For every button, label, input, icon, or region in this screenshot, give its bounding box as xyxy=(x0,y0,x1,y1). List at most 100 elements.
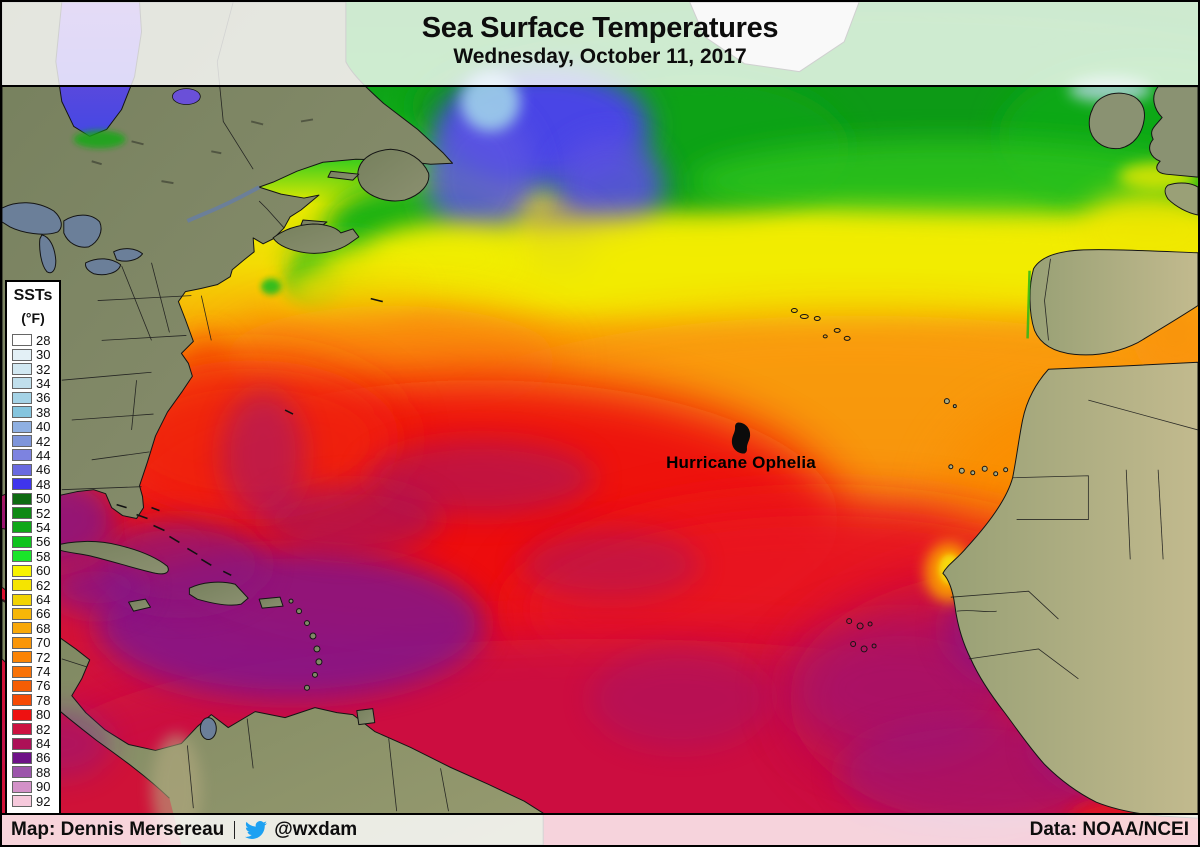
legend-entry: 42 xyxy=(7,434,59,448)
nova-scotia xyxy=(272,223,360,254)
africa-landmass xyxy=(942,361,1198,819)
legend-value: 32 xyxy=(36,361,51,377)
legend-unit-label: (°F) xyxy=(21,310,45,326)
legend-value: 50 xyxy=(36,491,51,507)
sable-island xyxy=(370,297,383,303)
legend-swatch xyxy=(12,535,32,548)
legend-entry: 28 xyxy=(7,333,59,347)
legend-swatch xyxy=(12,651,32,664)
legend-entry: 44 xyxy=(7,448,59,462)
legend-value: 86 xyxy=(36,750,51,766)
anticosti-island xyxy=(327,170,360,181)
legend-entry: 52 xyxy=(7,506,59,520)
legend-value: 66 xyxy=(36,606,51,622)
legend-value: 52 xyxy=(36,505,51,521)
page-subtitle: Wednesday, October 11, 2017 xyxy=(453,45,747,68)
legend-title: SSTs xyxy=(13,287,53,304)
north-america-landmass xyxy=(2,2,453,520)
legend-entry: 58 xyxy=(7,549,59,563)
canary-madeira-islands xyxy=(943,398,1009,477)
legend-value: 74 xyxy=(36,664,51,680)
legend-value: 36 xyxy=(36,390,51,406)
legend-entry: 64 xyxy=(7,592,59,606)
legend-swatch xyxy=(12,449,32,462)
data-source: Data: NOAA/NCEI xyxy=(1029,819,1189,840)
legend-entry: 50 xyxy=(7,491,59,505)
legend-swatch xyxy=(12,593,32,606)
legend-entry: 48 xyxy=(7,477,59,491)
legend-value: 84 xyxy=(36,736,51,752)
hispaniola xyxy=(188,581,249,606)
azores-islands xyxy=(790,308,851,341)
puerto-rico xyxy=(258,596,284,609)
legend-value: 48 xyxy=(36,476,51,492)
legend-value: 56 xyxy=(36,534,51,550)
twitter-bird-icon xyxy=(245,821,268,839)
legend-swatch xyxy=(12,694,32,707)
political-borders xyxy=(2,2,1198,812)
legend-entry: 38 xyxy=(7,405,59,419)
legend-entry: 74 xyxy=(7,664,59,678)
legend-value: 30 xyxy=(36,347,51,363)
legend-swatch xyxy=(12,478,32,491)
legend-value: 28 xyxy=(36,332,51,348)
legend-entry: 66 xyxy=(7,607,59,621)
canada-lakes-texture xyxy=(91,118,314,185)
legend-value: 76 xyxy=(36,678,51,694)
legend-swatch xyxy=(12,780,32,793)
legend-swatch xyxy=(12,521,32,534)
legend-entry: 70 xyxy=(7,636,59,650)
jamaica xyxy=(128,598,152,612)
legend-entry: 82 xyxy=(7,722,59,736)
legend-value: 70 xyxy=(36,635,51,651)
legend-swatch xyxy=(12,723,32,736)
legend-entry: 54 xyxy=(7,520,59,534)
great-lakes xyxy=(2,202,144,276)
legend-swatch xyxy=(12,391,32,404)
brittany-france xyxy=(1164,182,1198,216)
legend-value: 58 xyxy=(36,548,51,564)
cape-verde-islands xyxy=(846,618,877,653)
lake-maracaibo xyxy=(199,717,217,740)
caribbean-islands xyxy=(51,540,376,726)
iberia xyxy=(1029,249,1198,356)
legend-swatch xyxy=(12,363,32,376)
legend-value: 82 xyxy=(36,721,51,737)
legend-swatch xyxy=(12,435,32,448)
legend-swatch xyxy=(12,795,32,808)
legend-swatch xyxy=(12,737,32,750)
legend-swatch xyxy=(12,348,32,361)
legend-swatch xyxy=(12,708,32,721)
st-lawrence-river xyxy=(186,185,261,223)
legend-value: 38 xyxy=(36,404,51,420)
legend-value: 34 xyxy=(36,375,51,391)
legend-entry: 34 xyxy=(7,376,59,390)
legend-value: 68 xyxy=(36,620,51,636)
legend-swatch xyxy=(12,507,32,520)
legend-entry: 86 xyxy=(7,751,59,765)
credit-left: Map: Dennis Mersereau | @wxdam xyxy=(11,819,357,841)
legend-value: 80 xyxy=(36,707,51,723)
legend-swatch xyxy=(12,766,32,779)
legend-value: 44 xyxy=(36,447,51,463)
legend-value: 88 xyxy=(36,764,51,780)
legend-value: 62 xyxy=(36,577,51,593)
hudson-green-fringe xyxy=(73,130,126,149)
legend-swatch xyxy=(12,463,32,476)
ireland xyxy=(1088,92,1145,150)
legend-swatch xyxy=(12,622,32,635)
legend-rows: 28 30 32 34 36 38 40 42 44 46 48 50 52 54 56 58 60 62 64 66… xyxy=(7,333,59,808)
sst-legend: SSTs (°F) 28 30 32 34 36 38 40 42 44 46 48 50 52 54 56… xyxy=(5,280,61,816)
legend-entry: 72 xyxy=(7,650,59,664)
legend-entry: 78 xyxy=(7,693,59,707)
legend-value: 92 xyxy=(36,793,51,809)
legend-entry: 76 xyxy=(7,679,59,693)
legend-value: 46 xyxy=(36,462,51,478)
legend-swatch xyxy=(12,334,32,347)
legend-swatch xyxy=(12,550,32,563)
hurricane-icon xyxy=(731,422,751,454)
legend-entry: 46 xyxy=(7,463,59,477)
legend-entry: 40 xyxy=(7,419,59,433)
legend-swatch xyxy=(12,665,32,678)
